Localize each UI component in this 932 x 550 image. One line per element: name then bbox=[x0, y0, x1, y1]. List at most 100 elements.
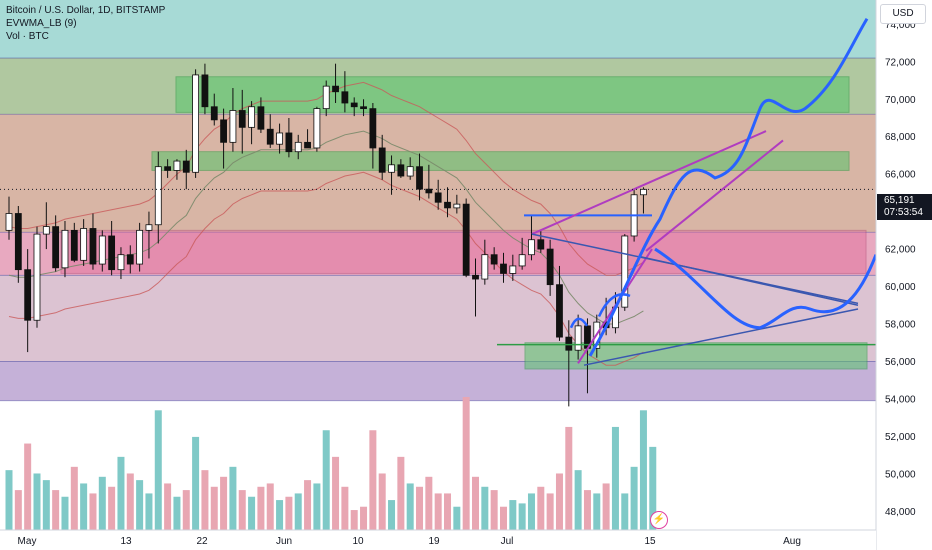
volume-bar bbox=[70, 466, 78, 530]
symbol-title[interactable]: Bitcoin / U.S. Dollar, 1D, BITSTAMP bbox=[6, 5, 166, 16]
triangle-bottom bbox=[583, 308, 859, 366]
volume-bar bbox=[490, 490, 498, 530]
candle-body bbox=[52, 226, 60, 269]
volume-bar bbox=[527, 493, 535, 530]
volume-bar bbox=[639, 410, 647, 530]
volume-bar bbox=[248, 496, 256, 530]
candle-body bbox=[145, 224, 153, 231]
candle-body bbox=[378, 147, 386, 173]
candle-body bbox=[434, 192, 442, 203]
volume-bar bbox=[537, 486, 545, 530]
volume-bar bbox=[98, 476, 106, 530]
candle-body bbox=[481, 254, 489, 280]
y-tick-label: 68,000 bbox=[885, 132, 916, 143]
volume-bar bbox=[182, 490, 190, 530]
volume-bar bbox=[425, 476, 433, 530]
volume-bar bbox=[257, 486, 265, 530]
candle-body bbox=[98, 235, 106, 265]
candle-body bbox=[164, 166, 172, 171]
volume-bar bbox=[649, 446, 657, 530]
projection-bullish bbox=[588, 17, 869, 357]
candle-body bbox=[80, 228, 88, 261]
volume-bar bbox=[378, 473, 386, 530]
x-tick-label: Jun bbox=[276, 536, 292, 547]
volume-bar bbox=[341, 486, 349, 530]
y-tick-label: 62,000 bbox=[885, 245, 916, 256]
volume-bar bbox=[630, 466, 638, 530]
volume-bar bbox=[61, 496, 69, 530]
candle-body bbox=[266, 128, 274, 145]
y-tick-label: 48,000 bbox=[885, 507, 916, 518]
candle-body bbox=[518, 254, 526, 267]
volume-bar bbox=[52, 490, 60, 530]
zone-2 bbox=[0, 114, 876, 233]
y-tick-label: 56,000 bbox=[885, 357, 916, 368]
candle-body bbox=[285, 132, 293, 153]
candle-body bbox=[341, 91, 349, 104]
candle-body bbox=[313, 108, 321, 149]
volume-bar bbox=[14, 490, 22, 530]
x-tick-label: 15 bbox=[644, 536, 656, 547]
candle-body bbox=[462, 203, 470, 276]
candle-body bbox=[406, 166, 414, 177]
candle-body bbox=[304, 141, 311, 149]
candle-body bbox=[388, 164, 395, 173]
volume-bar bbox=[80, 483, 88, 530]
x-tick-label: 10 bbox=[352, 536, 364, 547]
candle-body bbox=[397, 164, 405, 177]
y-tick-label: 74,000 bbox=[885, 20, 916, 31]
y-tick-label: 54,000 bbox=[885, 394, 916, 405]
candle-body bbox=[621, 235, 629, 308]
candle-body bbox=[136, 229, 144, 265]
volume-bar bbox=[173, 496, 181, 530]
y-tick-label: 66,000 bbox=[885, 170, 916, 181]
candle-body bbox=[490, 254, 498, 265]
volume-bar bbox=[518, 503, 526, 530]
volume-bar bbox=[145, 493, 153, 530]
candle-body bbox=[444, 201, 451, 209]
volume-bar bbox=[462, 397, 470, 530]
candle-body bbox=[201, 74, 209, 108]
candle-body bbox=[546, 248, 554, 286]
last-price-label: 65,191 07:53:54 bbox=[877, 194, 932, 220]
candle-body bbox=[565, 336, 573, 351]
x-tick-label: Jul bbox=[501, 536, 514, 547]
candle-body bbox=[472, 274, 479, 280]
volume-bar bbox=[350, 510, 358, 530]
candle-body bbox=[182, 160, 190, 173]
candle-body bbox=[173, 160, 181, 171]
candle-body bbox=[294, 141, 302, 153]
candle-body bbox=[61, 229, 69, 269]
volume-bar bbox=[164, 483, 172, 530]
projection-bearish bbox=[654, 247, 878, 330]
volume-bar bbox=[453, 506, 461, 530]
volume-bar bbox=[574, 470, 582, 530]
last-price-value: 65,191 bbox=[884, 195, 915, 206]
volume-bar bbox=[322, 430, 330, 530]
currency-button[interactable]: USD bbox=[880, 4, 926, 24]
indicator-label[interactable]: EVWMA_LB (9) bbox=[6, 18, 77, 29]
volume-bar bbox=[611, 426, 619, 530]
zone-3 bbox=[0, 232, 876, 276]
volume-bar bbox=[602, 483, 610, 530]
candle-body bbox=[70, 229, 78, 261]
bar-countdown: 07:53:54 bbox=[884, 207, 923, 218]
volume-bar bbox=[434, 493, 442, 530]
volume-bar bbox=[220, 476, 228, 530]
candle-body bbox=[509, 265, 517, 274]
volume-bar bbox=[621, 493, 629, 530]
candle-body bbox=[360, 106, 367, 110]
legend: Bitcoin / U.S. Dollar, 1D, BITSTAMP EVWM… bbox=[6, 4, 165, 43]
candle-body bbox=[14, 213, 22, 271]
volume-bar bbox=[192, 436, 200, 530]
candle-body bbox=[528, 239, 535, 256]
y-tick-label: 50,000 bbox=[885, 469, 916, 480]
channel-line-inner bbox=[645, 139, 784, 252]
volume-label[interactable]: Vol · BTC bbox=[6, 31, 49, 42]
volume-bar bbox=[266, 483, 274, 530]
flash-icon[interactable]: ⚡ bbox=[650, 511, 668, 529]
volume-bar bbox=[210, 486, 218, 530]
candle-body bbox=[210, 106, 218, 121]
